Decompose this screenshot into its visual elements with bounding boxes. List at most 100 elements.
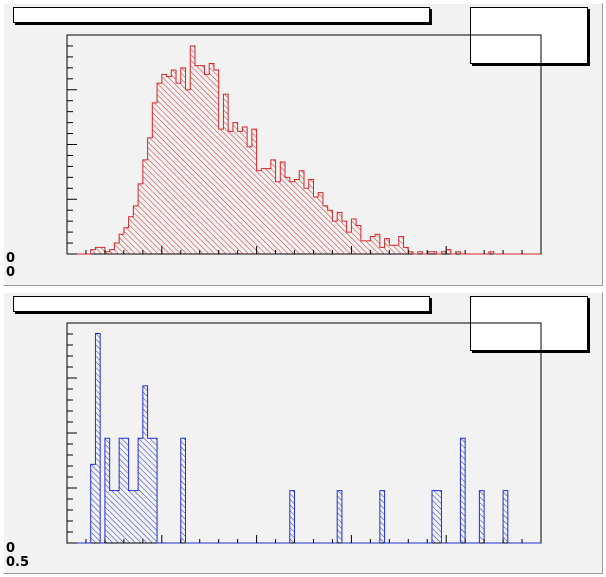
histogram-bin [327,210,333,254]
y-tick-label: 0.5 [6,555,29,570]
histogram-bin [228,131,233,254]
histogram-bin [389,245,395,254]
histogram-bin [138,438,143,543]
histogram-bin [436,490,442,543]
histogram-bin [185,89,191,254]
histogram-bin [90,464,96,543]
histogram-bin [199,65,205,254]
histogram-bin [275,181,281,254]
histogram-bin [180,438,186,543]
histogram-title-box-bottom [13,296,430,312]
histogram-bin [285,177,290,254]
histogram-bin [104,251,110,254]
histogram-bin [128,490,134,543]
histogram-bin [109,249,115,254]
histogram-bin [90,249,96,254]
histogram-bin [147,137,153,254]
histogram-bin [417,251,423,254]
histogram-bin [360,240,366,254]
histogram-bin [304,188,309,254]
histogram-bin [213,70,219,254]
histogram-bin [133,205,139,254]
histogram-bin [308,179,314,254]
histogram-pad-bottom: 0 0.5 [3,292,603,574]
histogram-bin [332,221,338,254]
histogram-bin [209,63,214,254]
histogram-bin [375,234,380,254]
histogram-bin [384,238,390,254]
histogram-outline [67,45,541,255]
histogram-bin [157,83,162,255]
histogram-bin [337,212,342,254]
histogram-bin [379,490,385,543]
y-tick-label: 0 [6,541,15,556]
histogram-bin [142,385,148,543]
histogram-bin [138,183,143,254]
histogram-bin [479,490,485,543]
histogram-bin [431,490,437,543]
histogram-bin [403,247,409,254]
histogram-bottom: 00.5 [6,322,542,570]
histogram-bin [171,70,177,254]
histogram-bin [356,225,361,254]
histogram-bin [313,197,319,254]
histogram-bin [114,490,120,543]
histogram-bin [289,181,295,254]
histogram-bin [142,159,148,254]
histogram-bin [346,232,352,254]
histogram-bin [261,168,267,254]
histogram-bin [95,333,101,543]
histogram-bin [133,490,139,543]
histogram-bin [237,131,243,254]
histogram-bin [341,221,347,254]
histogram-bin [152,102,158,254]
histogram-bars [90,333,508,543]
histogram-bin [446,249,451,254]
histogram-bin [176,83,181,255]
histogram-bin [427,251,432,254]
histogram-bin [242,126,248,254]
histogram-bin [280,162,286,254]
histogram-title-box-top [13,7,430,23]
histogram-bin [232,122,238,254]
histogram-bin [431,251,437,254]
histogram-bin [251,129,257,254]
histogram-bin [365,240,371,254]
histogram-bin [123,438,129,543]
histogram-bin [109,490,115,543]
histogram-bars [90,45,494,255]
histogram-bin [351,218,357,254]
histogram-bin [194,65,200,254]
histogram-outline [67,332,541,544]
histogram-bin [114,243,120,254]
histogram-bin [100,247,105,254]
histogram-bin [441,251,447,254]
y-tick-label: 0 [6,251,15,266]
histogram-bin [488,251,494,254]
histogram-bin [322,205,328,254]
histogram-bin [119,234,124,254]
histogram-bin [270,159,276,254]
histogram-bin [190,45,195,255]
histogram-bin [204,74,210,254]
histogram-top: 00 [6,34,542,280]
histogram-bin [218,129,224,254]
histogram-bin [247,146,252,254]
histogram-bin [398,236,404,254]
histogram-bin [503,490,508,543]
histogram-bin [123,227,129,254]
histogram-bin [460,438,466,543]
histogram-bin [318,192,323,254]
histogram-bin [147,438,153,543]
histogram-bin [161,74,167,254]
histogram-bin [370,236,376,254]
histogram-bin [119,438,124,543]
histogram-bin [166,76,172,254]
histogram-bin [152,438,158,543]
histogram-bin [408,251,414,254]
histogram-bin [289,490,295,543]
histogram-bin [256,170,262,254]
histogram-bin [266,168,271,254]
histogram-bin [455,251,461,254]
